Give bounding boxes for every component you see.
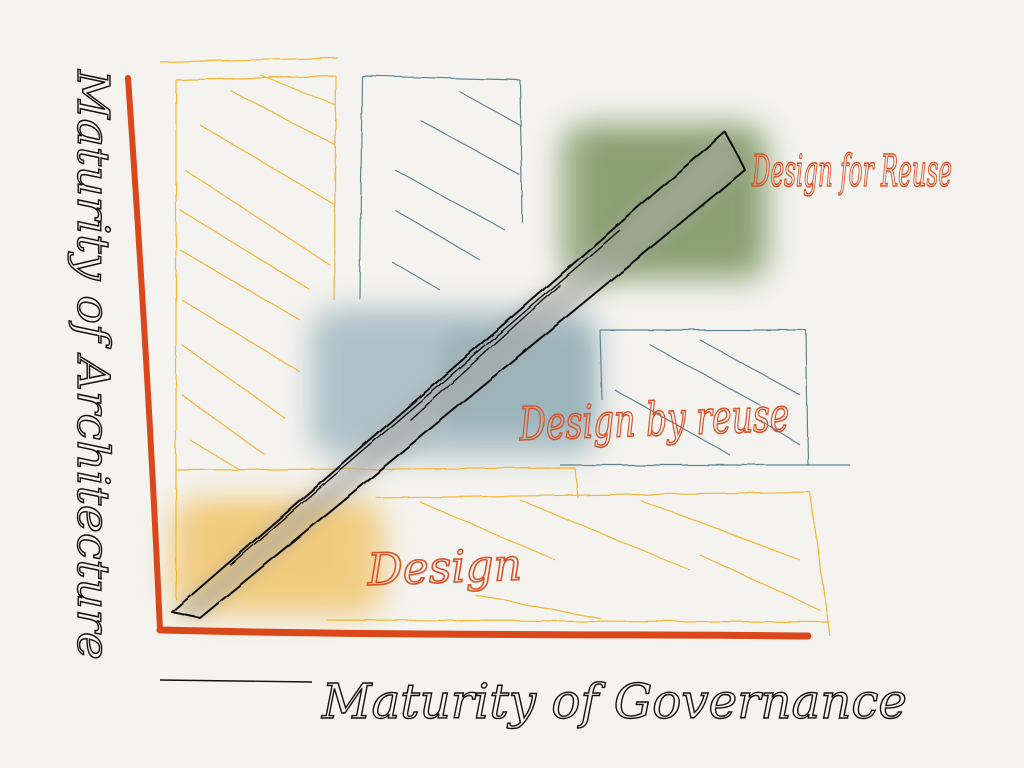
x-axis-line bbox=[156, 626, 812, 640]
y-axis-label: Maturity of Architecture bbox=[67, 69, 118, 660]
progress-arrow bbox=[171, 131, 746, 619]
stage-label-design-for-reuse-text: Design for Reuse bbox=[751, 146, 952, 197]
stage-label-design: Design bbox=[366, 540, 523, 596]
stage-label-design-for-reuse: Design for Reuse bbox=[751, 145, 953, 198]
y-axis-line bbox=[125, 75, 163, 633]
x-axis-label: Maturity of Governance bbox=[321, 674, 907, 730]
stage-label-design-by-reuse: Design by reuse bbox=[517, 387, 791, 452]
x-axis-dash bbox=[159, 679, 313, 683]
hatch-region-teal bbox=[359, 75, 850, 466]
axes bbox=[125, 75, 812, 683]
hatch-region-yellow bbox=[159, 57, 831, 637]
stage-label-design-by-reuse-text: Design by reuse bbox=[518, 388, 790, 451]
